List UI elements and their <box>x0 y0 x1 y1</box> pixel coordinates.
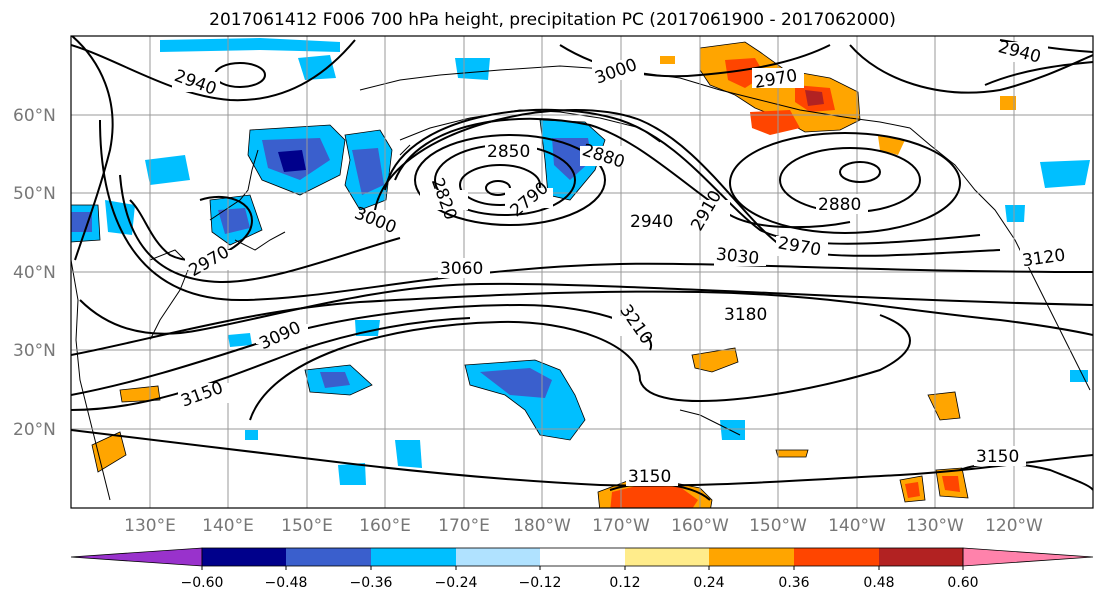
lon-label: 180°W <box>513 516 571 536</box>
map-frame <box>70 35 1094 509</box>
longitude-labels: 130°E 140°E 150°E 160°E 170°E 180°W 170°… <box>124 516 1043 536</box>
colorbar-segment <box>70 547 203 567</box>
contour-label: 2880 <box>818 195 861 215</box>
contour-label: 3060 <box>440 259 483 279</box>
contour-label: 2940 <box>630 212 673 232</box>
colorbar-tick-label: 0.24 <box>693 575 724 591</box>
lat-label: 20°N <box>13 420 56 440</box>
colorbar-segment <box>794 548 879 566</box>
colorbar-tick-label: −0.24 <box>435 575 478 591</box>
colorbar-tick-label: −0.12 <box>519 575 562 591</box>
lon-label: 160°W <box>671 516 729 536</box>
lat-label: 40°N <box>13 263 56 283</box>
colorbar-segment <box>286 548 371 566</box>
colorbar-tick-label: −0.36 <box>350 575 393 591</box>
lat-label: 30°N <box>13 341 56 361</box>
colorbar-tick-label: −0.60 <box>181 575 224 591</box>
chart-title: 2017061412 F006 700 hPa height, precipit… <box>209 10 896 30</box>
contour-label: 3030 <box>715 245 760 269</box>
colorbar-tick-label: 0.48 <box>863 575 894 591</box>
lat-label: 50°N <box>13 184 56 204</box>
colorbar-segment <box>202 548 286 566</box>
positive-precip-shading <box>91 41 1016 508</box>
colorbar-tick-labels: −0.60 −0.48 −0.36 −0.24 −0.12 0.12 0.24 … <box>181 575 979 591</box>
colorbar-outline <box>201 547 964 567</box>
colorbar-segment <box>371 548 456 566</box>
contour-label: 3150 <box>628 467 671 487</box>
lon-label: 140°E <box>202 516 254 536</box>
contour-label: 3180 <box>724 305 767 325</box>
lon-label: 150°E <box>281 516 333 536</box>
colorbar-tick-label: 0.60 <box>947 575 978 591</box>
lon-label: 170°W <box>592 516 650 536</box>
lat-label: 60°N <box>13 106 56 126</box>
contour-label: 2850 <box>487 142 530 162</box>
contour-label: 3150 <box>976 447 1019 467</box>
graticule <box>71 36 1093 508</box>
colorbar-segment <box>625 548 709 566</box>
colorbar-segment <box>962 547 1094 567</box>
colorbar-tick-label: 0.36 <box>778 575 809 591</box>
colorbar-segment <box>879 548 963 566</box>
latitude-labels: 60°N 50°N 40°N 30°N 20°N <box>13 106 56 440</box>
lon-label: 120°W <box>985 516 1043 536</box>
lon-label: 130°E <box>124 516 176 536</box>
colorbar-segment <box>709 548 794 566</box>
colorbar-tick-label: 0.12 <box>609 575 640 591</box>
colorbar-segment <box>540 548 625 566</box>
colorbar-tick-label: −0.48 <box>265 575 308 591</box>
colorbar-segment <box>456 548 540 566</box>
lon-label: 140°W <box>828 516 886 536</box>
lon-label: 130°W <box>906 516 964 536</box>
colorbar <box>70 547 1094 570</box>
negative-precip-shading <box>71 38 1090 485</box>
lon-label: 150°W <box>749 516 807 536</box>
lon-label: 160°E <box>359 516 411 536</box>
lon-label: 170°E <box>438 516 490 536</box>
